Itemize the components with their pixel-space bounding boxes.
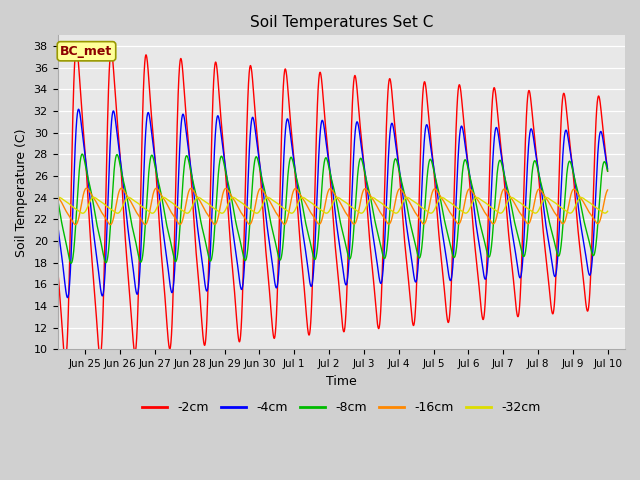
-2cm <box>587 270 595 276</box>
-8cm <box>452 252 460 257</box>
-16cm <box>559 221 567 227</box>
Line: -4cm: -4cm <box>51 109 607 298</box>
Line: -8cm: -8cm <box>51 154 607 263</box>
-32cm <box>559 206 567 212</box>
-2cm <box>312 164 319 169</box>
-4cm <box>285 123 293 129</box>
-4cm <box>604 166 611 172</box>
-8cm <box>604 168 611 174</box>
X-axis label: Time: Time <box>326 374 356 387</box>
-32cm <box>47 208 54 214</box>
-2cm <box>47 152 54 158</box>
-2cm <box>559 93 567 98</box>
-4cm <box>47 155 54 160</box>
-16cm <box>47 186 54 192</box>
-8cm <box>47 162 54 168</box>
Line: -32cm: -32cm <box>51 197 607 213</box>
-16cm <box>48 185 56 191</box>
-16cm <box>72 222 79 228</box>
-8cm <box>78 151 86 157</box>
Line: -2cm: -2cm <box>51 47 607 360</box>
-16cm <box>281 221 289 227</box>
-4cm <box>281 136 289 142</box>
-4cm <box>75 107 83 112</box>
Title: Soil Temperatures Set C: Soil Temperatures Set C <box>250 15 433 30</box>
-32cm <box>55 194 63 200</box>
Y-axis label: Soil Temperature (C): Soil Temperature (C) <box>15 128 28 257</box>
-4cm <box>452 213 460 218</box>
-2cm <box>72 44 80 50</box>
-4cm <box>587 270 595 276</box>
-16cm <box>452 218 460 224</box>
-8cm <box>587 246 595 252</box>
-8cm <box>67 260 75 266</box>
-8cm <box>281 216 289 222</box>
-2cm <box>604 168 611 174</box>
-2cm <box>452 144 460 149</box>
-4cm <box>64 295 72 300</box>
-2cm <box>61 358 69 363</box>
-32cm <box>604 208 611 214</box>
Legend: -2cm, -4cm, -8cm, -16cm, -32cm: -2cm, -4cm, -8cm, -16cm, -32cm <box>137 396 545 420</box>
-16cm <box>587 212 595 217</box>
-2cm <box>285 105 293 110</box>
-16cm <box>285 207 293 213</box>
-4cm <box>559 149 567 155</box>
-4cm <box>312 231 319 237</box>
-32cm <box>452 204 460 210</box>
-8cm <box>559 221 567 227</box>
Text: BC_met: BC_met <box>60 45 113 58</box>
-32cm <box>281 206 289 212</box>
-2cm <box>281 67 289 72</box>
-16cm <box>604 187 611 193</box>
-8cm <box>285 160 293 166</box>
-32cm <box>312 203 319 209</box>
-32cm <box>79 210 86 216</box>
-8cm <box>312 256 319 262</box>
-32cm <box>587 201 595 206</box>
-16cm <box>312 217 319 223</box>
-32cm <box>285 209 293 215</box>
Line: -16cm: -16cm <box>51 188 607 225</box>
